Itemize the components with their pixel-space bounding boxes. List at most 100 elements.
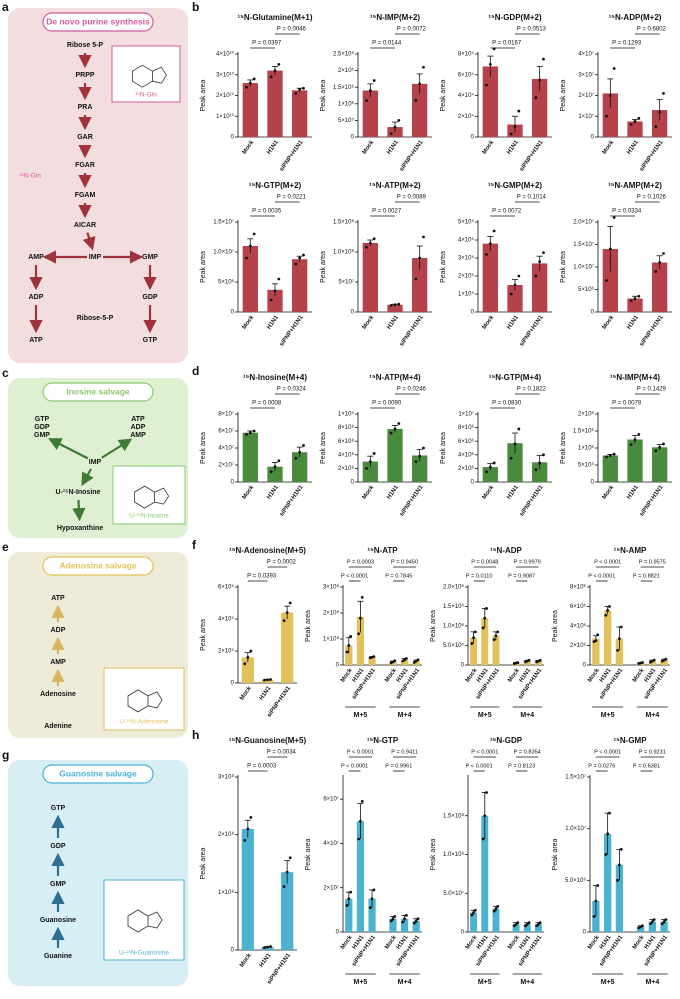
pathway-arrow <box>81 468 94 487</box>
data-point <box>418 256 422 260</box>
x-tick-label: H1N1 <box>386 139 400 156</box>
y-tick-label: 4×10⁷ <box>218 445 234 452</box>
pathway-node: AICAR <box>74 222 96 229</box>
x-tick-label: H1N1 <box>266 314 280 331</box>
panel-label: e <box>2 540 9 554</box>
data-point <box>266 678 269 682</box>
p-value: P = 0.0035 <box>252 209 282 215</box>
y-tick-label: 0 <box>231 480 235 486</box>
data-point <box>416 917 420 921</box>
data-point <box>288 601 292 605</box>
inset-label: U-¹⁵N-Adenosine <box>119 719 169 726</box>
bar <box>389 661 397 665</box>
p-value: P = 0.9411 <box>391 749 418 755</box>
y-tick-label: 4×10⁶ <box>458 451 475 458</box>
pathway-node: AMP <box>50 659 66 666</box>
y-tick-label: 8×10⁶ <box>570 584 587 591</box>
data-point <box>629 443 633 446</box>
y-tick-label: 5×10⁶ <box>578 286 595 293</box>
y-tick-label: 5×10⁶ <box>218 279 235 286</box>
bar <box>648 921 656 932</box>
y-tick-label: 6×10⁷ <box>218 428 234 435</box>
data-point <box>277 277 281 281</box>
group-label: M+4 <box>645 979 659 986</box>
data-point <box>509 292 513 296</box>
y-axis-label: Peak area <box>320 251 327 283</box>
y-tick-label: 0 <box>336 930 340 936</box>
data-point <box>633 120 637 123</box>
pathway-node: ATP <box>51 595 65 602</box>
p-value: P = 0.9961 <box>385 763 412 769</box>
y-tick-label: 1×10⁷ <box>458 411 474 418</box>
inset-label: U-¹⁵N-Inosine <box>129 513 169 520</box>
bar <box>470 912 478 932</box>
data-point <box>641 661 644 664</box>
y-tick-label: 2×10⁴ <box>458 113 475 120</box>
p-value: P = 0.9979 <box>514 559 541 565</box>
data-point <box>252 429 256 433</box>
y-tick-label: 5×10⁵ <box>578 462 595 469</box>
p-value: P = 0.1293 <box>612 41 642 47</box>
bar <box>523 924 531 932</box>
molecule-sketch <box>132 64 167 88</box>
data-point <box>513 125 517 129</box>
data-point <box>654 270 658 273</box>
bar <box>345 645 353 665</box>
data-point <box>422 235 425 239</box>
data-point <box>658 445 662 449</box>
data-point <box>414 460 418 463</box>
bar <box>523 661 531 665</box>
p-value: P = 0.0830 <box>492 401 522 407</box>
p-value: P < 0.0001 <box>347 749 374 755</box>
bar <box>261 679 274 683</box>
y-tick-label: 2×10⁶ <box>570 642 587 649</box>
x-tick-label: siPNP+H1N1 <box>639 484 665 518</box>
p-value: P = 0.0246 <box>397 387 427 393</box>
y-tick-label: 1.5×10⁶ <box>573 428 595 435</box>
y-tick-label: 2.0×10⁶ <box>443 584 465 591</box>
y-tick-label: 2×10⁵ <box>218 648 235 655</box>
p-value: P = 0.0167 <box>492 41 522 47</box>
group-label: M+5 <box>478 979 492 986</box>
data-point <box>285 611 289 614</box>
structure-inset <box>111 45 181 103</box>
y-tick-label: 4×10¹⁰ <box>216 51 235 58</box>
y-tick-label: 1×10⁵ <box>458 291 475 298</box>
bar <box>660 660 668 665</box>
data-point <box>652 918 656 921</box>
data-point <box>637 433 641 436</box>
data-point <box>359 819 362 823</box>
p-value: P = 0.1026 <box>637 195 667 201</box>
y-tick-label: 5.0×10⁶ <box>565 877 587 884</box>
chart-title: ¹⁵N-GTP(M+4) <box>489 373 542 382</box>
data-point <box>470 913 474 917</box>
x-tick-label: siPNP+H1N1 <box>519 484 545 518</box>
y-tick-label: 4×10⁷ <box>578 51 594 58</box>
pathway-arrow <box>48 438 89 460</box>
x-tick-label: siPNP+H1N1 <box>279 314 305 348</box>
pathway-node: GDP <box>50 843 66 850</box>
bar <box>261 947 274 950</box>
y-tick-label: 5.0×10⁷ <box>443 890 464 897</box>
data-point <box>470 642 474 645</box>
data-point <box>269 298 273 302</box>
y-tick-label: 4×10⁶ <box>570 623 587 630</box>
data-point <box>473 908 477 912</box>
bar <box>400 918 409 932</box>
p-value: P < 0.0001 <box>594 749 621 755</box>
data-point <box>302 253 305 257</box>
data-point <box>492 638 496 642</box>
data-point <box>372 237 376 241</box>
y-tick-label: 1.0×10⁷ <box>573 264 594 271</box>
data-point <box>534 274 538 278</box>
bar <box>532 263 548 312</box>
bar <box>387 428 403 482</box>
chart-title: ¹⁵N-AMP(M+2) <box>608 181 662 190</box>
data-point <box>263 678 266 682</box>
y-tick-label: 1×10⁷ <box>578 113 594 120</box>
p-value: P = 0.1014 <box>517 195 547 201</box>
data-point <box>481 837 485 841</box>
data-point <box>249 649 253 653</box>
data-point <box>664 918 668 921</box>
data-point <box>393 427 397 431</box>
